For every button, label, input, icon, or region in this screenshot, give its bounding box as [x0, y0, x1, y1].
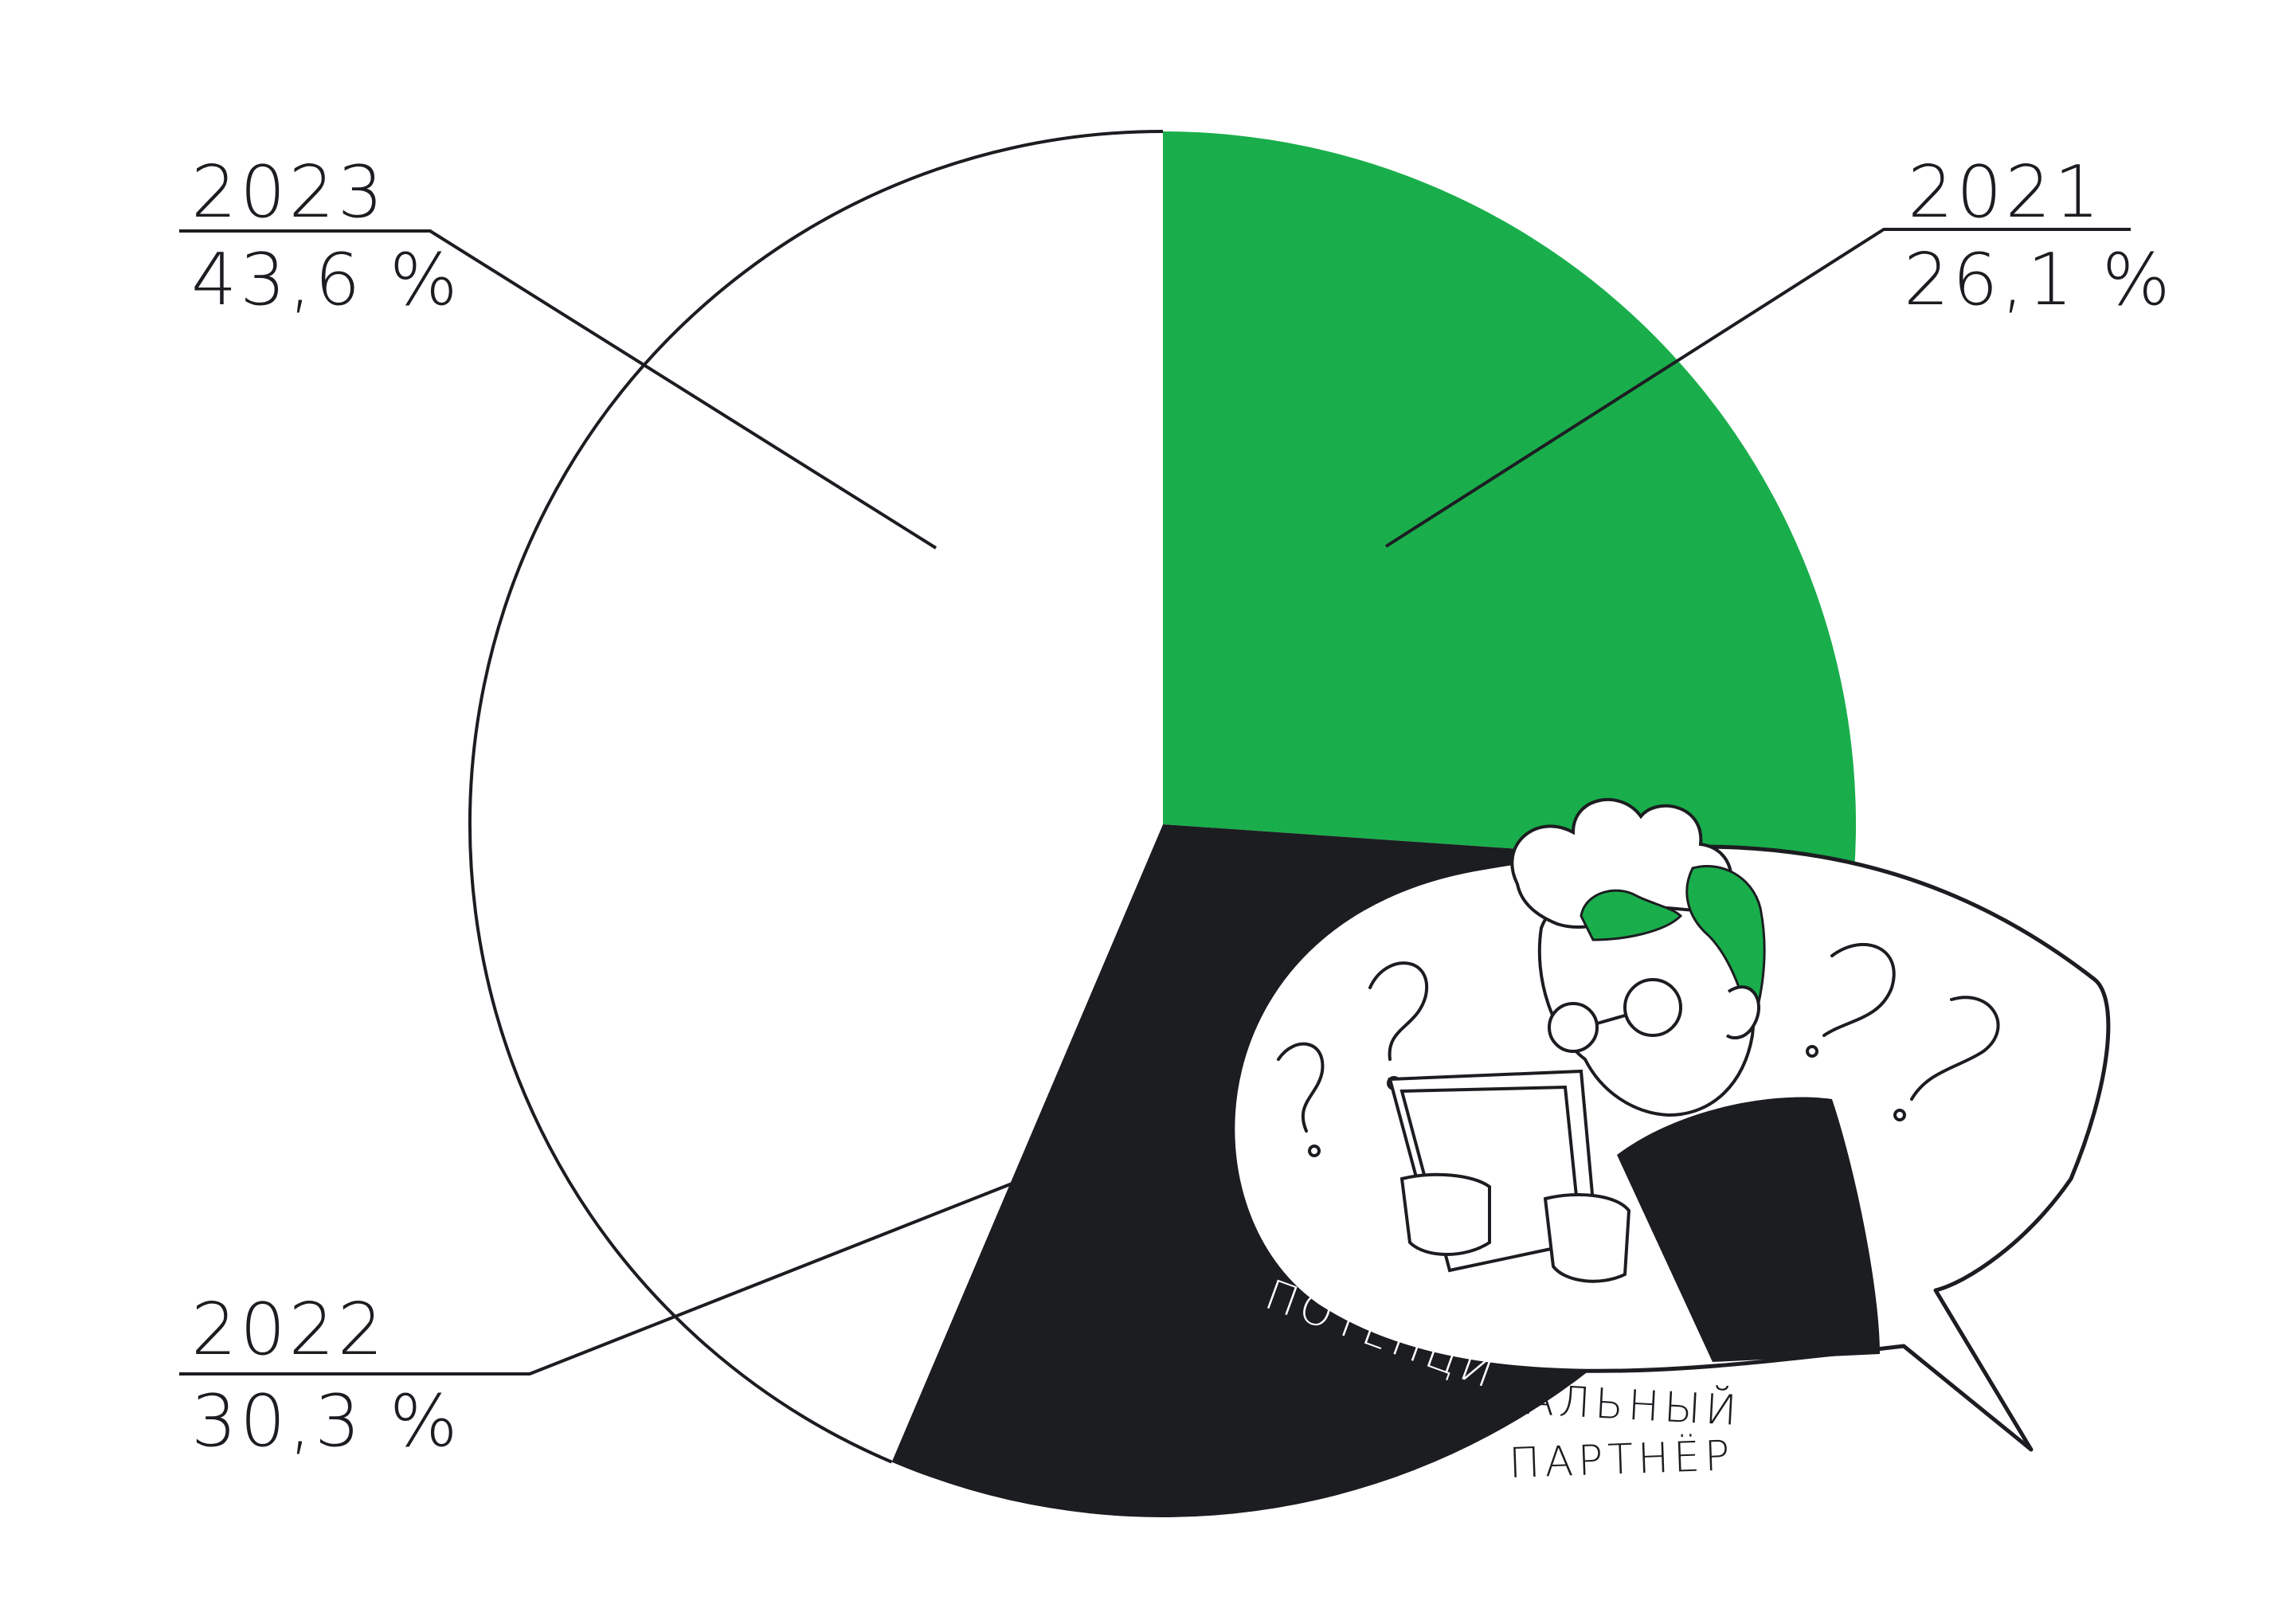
caption-line1-dark: АЛЬНЫЙ [1525, 1376, 1742, 1435]
pie-slice-2023 [470, 131, 1163, 1462]
label-2021: 2021 26,1 % [1904, 151, 2174, 322]
leader-line-2022 [179, 1133, 1136, 1376]
question-marks [1277, 942, 2000, 1157]
person-shirt [1617, 1097, 1880, 1362]
pie-slice-2021 [1163, 131, 1856, 873]
caption-line2: ПАРТНЁР [1508, 1432, 1735, 1488]
illustration-potential-partner: ПОТЕНЦИ АЛЬНЫЙ ПАРТНЁР [1231, 798, 2111, 1488]
leader-line-2023 [179, 229, 938, 550]
leader-line-2021 [1384, 228, 2131, 548]
leader-lines [179, 228, 2131, 1376]
glasses-icon [1548, 978, 1682, 1053]
slice-label-value-2023: 43,6 % [191, 238, 461, 322]
person-hair [1510, 798, 1733, 929]
slice-label-year-2021: 2021 [1908, 151, 2103, 234]
slice-label-value-2022: 30,3 % [191, 1379, 461, 1463]
slice-label-year-2023: 2023 [191, 151, 386, 234]
person-ear [1725, 985, 1761, 1039]
label-2022: 2022 30,3 % [191, 1288, 461, 1463]
person-hair-curl [1580, 889, 1683, 941]
slice-label-year-2022: 2022 [191, 1288, 386, 1372]
pie-outline [468, 130, 1164, 1464]
label-2023: 2023 43,6 % [191, 151, 461, 322]
person-hands [1399, 1172, 1631, 1283]
slice-label-value-2021: 26,1 % [1904, 238, 2174, 322]
